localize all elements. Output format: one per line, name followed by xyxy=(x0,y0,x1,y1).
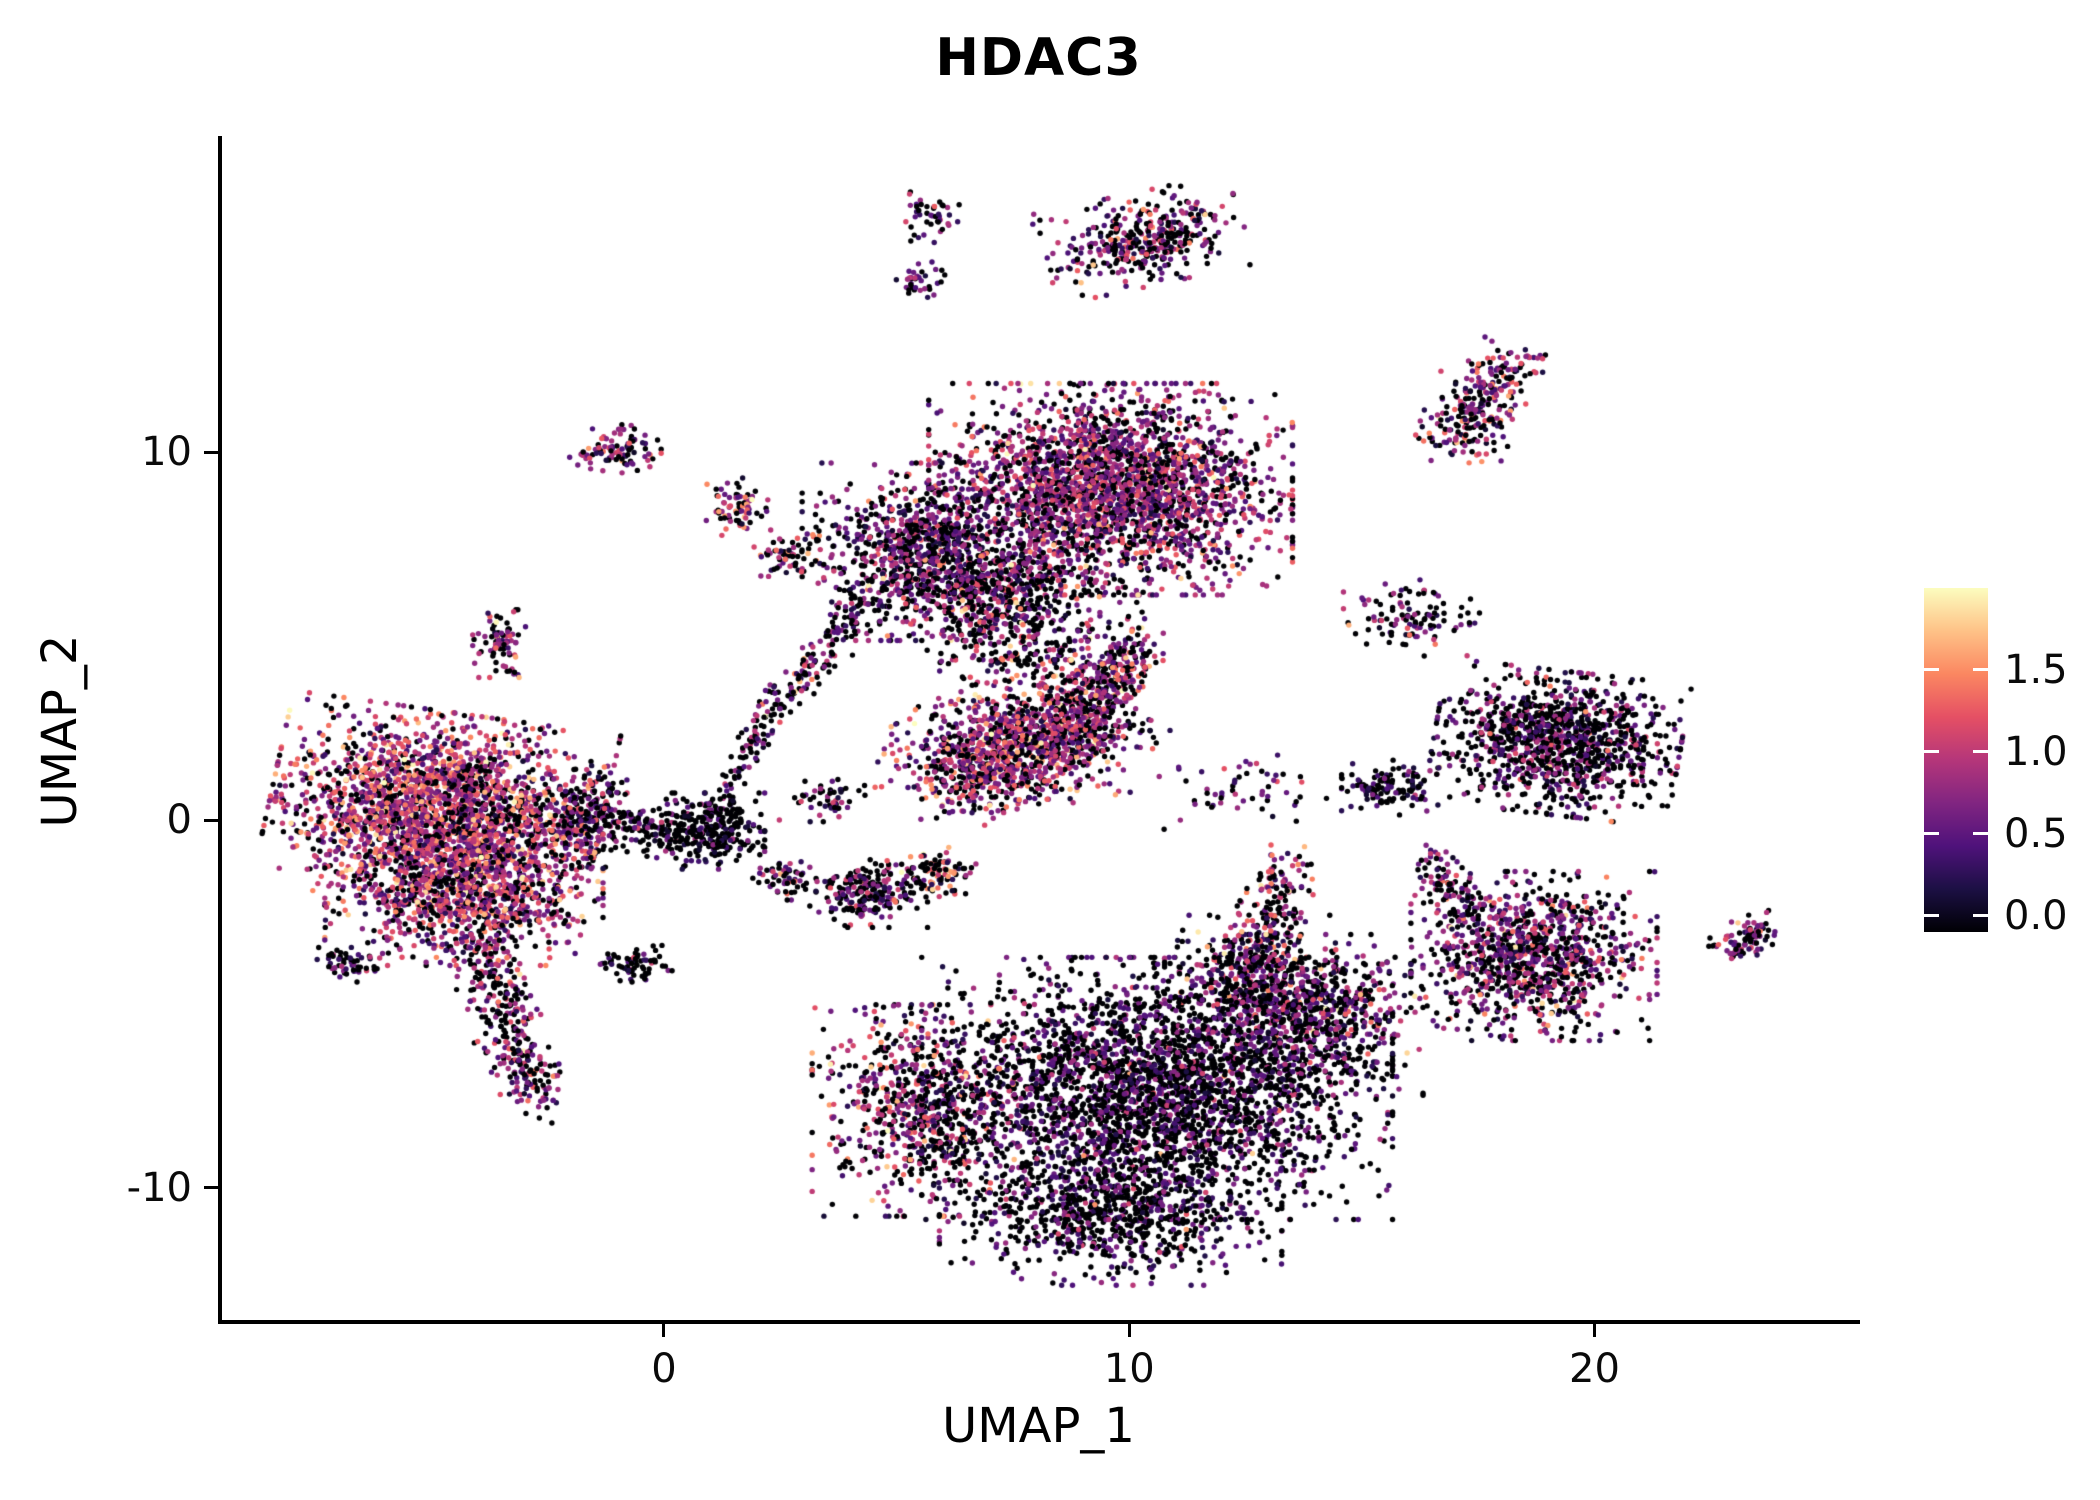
y-axis-label: UMAP_2 xyxy=(32,634,88,828)
colorbar-tick-mark xyxy=(1973,832,1988,836)
y-tick-label: 0 xyxy=(166,797,192,844)
colorbar-tick-mark xyxy=(1973,668,1988,672)
colorbar-gradient xyxy=(1924,588,1988,932)
colorbar-tick-label: 1.0 xyxy=(2004,728,2068,775)
y-tick-label: 10 xyxy=(141,429,192,476)
y-tick-label: -10 xyxy=(126,1164,192,1211)
x-tick-mark xyxy=(1127,1324,1131,1337)
x-axis-label: UMAP_1 xyxy=(942,1398,1135,1454)
y-axis-line xyxy=(218,136,222,1324)
y-tick-mark xyxy=(204,818,218,822)
x-tick-label: 10 xyxy=(1103,1346,1155,1392)
plot-title: HDAC3 xyxy=(935,28,1142,88)
x-tick-label: 0 xyxy=(651,1346,677,1392)
plot-panel xyxy=(222,140,1855,1320)
colorbar-tick-label: 1.5 xyxy=(2004,646,2068,693)
colorbar-tick-label: 0.5 xyxy=(2004,810,2068,857)
colorbar-tick-mark xyxy=(1973,750,1988,754)
colorbar-tick-mark xyxy=(1924,668,1939,672)
colorbar-tick-label: 0.0 xyxy=(2004,892,2068,939)
x-tick-label: 20 xyxy=(1569,1346,1620,1392)
x-axis-line xyxy=(218,1320,1860,1324)
colorbar-tick-mark xyxy=(1924,832,1939,836)
x-tick-mark xyxy=(662,1324,666,1337)
colorbar-tick-mark xyxy=(1924,914,1939,918)
colorbar-tick-mark xyxy=(1973,914,1988,918)
x-tick-mark xyxy=(1592,1324,1596,1337)
y-tick-mark xyxy=(204,450,218,454)
colorbar-tick-mark xyxy=(1924,750,1939,754)
y-tick-mark xyxy=(204,1186,218,1190)
scatter-canvas xyxy=(222,140,1855,1320)
